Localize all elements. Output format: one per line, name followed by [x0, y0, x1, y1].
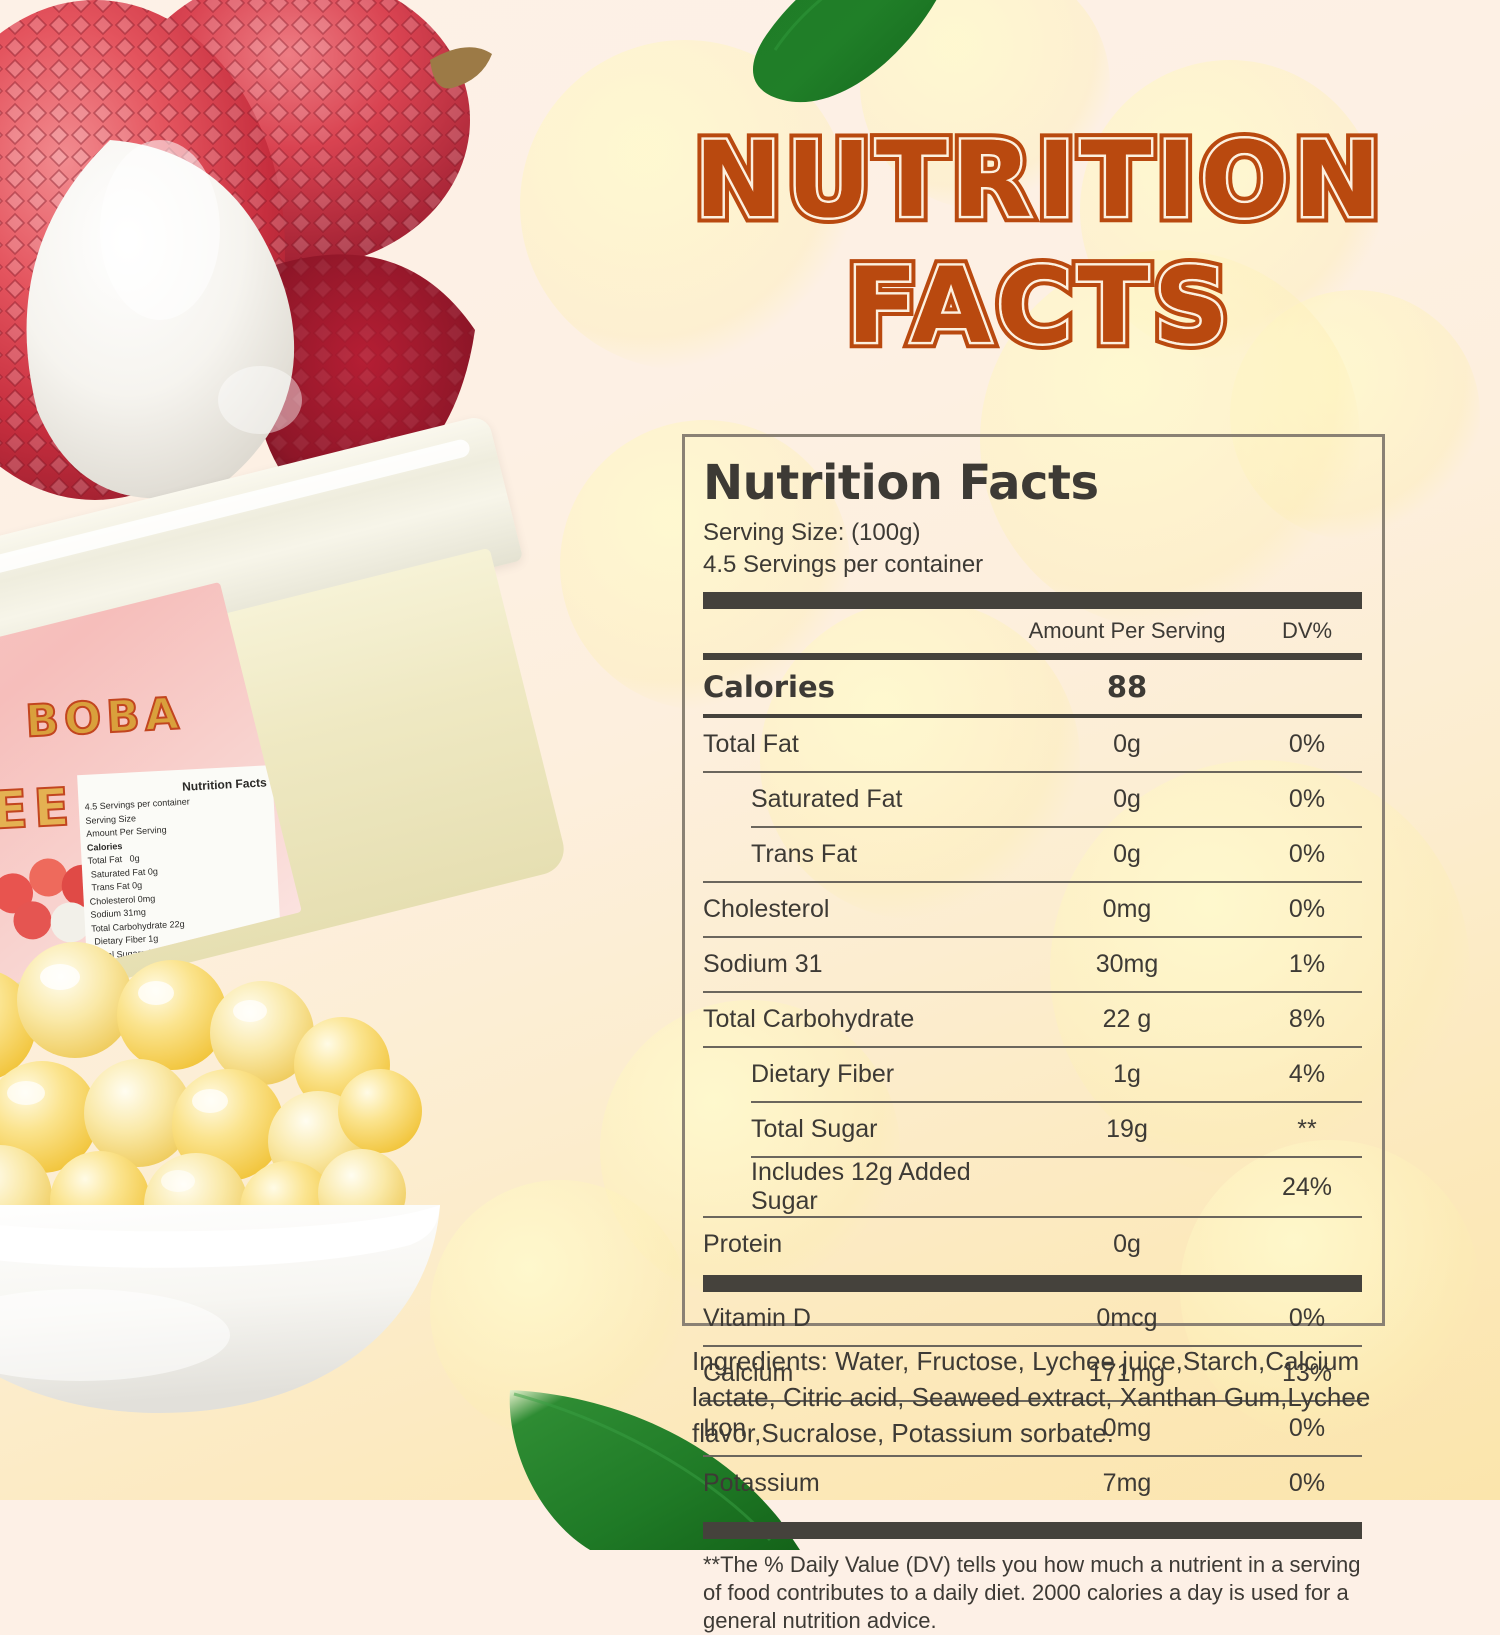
nutrient-row: Sodium 31 30mg 1% — [703, 938, 1362, 991]
row-divider — [703, 1345, 1362, 1348]
nutrient-daily-value: ** — [1297, 1115, 1317, 1144]
nutrient-row: Iron 0mg 0% — [703, 1402, 1362, 1455]
row-divider — [703, 1400, 1362, 1403]
servings-per-container-text: 4.5 Servings per container — [703, 550, 984, 578]
nutrient-row: Total Fat 0g 0% — [703, 718, 1362, 771]
nutrient-daily-value: 0% — [1288, 840, 1326, 869]
nutrient-row: Calcium 171mg 13% — [703, 1347, 1362, 1400]
row-divider — [703, 1216, 1362, 1219]
nutrient-daily-value: 0% — [1288, 1469, 1326, 1498]
nutrient-label: Saturated Fat — [751, 785, 903, 814]
nutrient-row: Potassium 7mg 0% — [703, 1457, 1362, 1510]
nutrient-amount: 19g — [1106, 1115, 1148, 1144]
page-title: NUTRITION NUTRITION FACTS FACTS — [660, 119, 1420, 376]
serving-size-text: Serving Size: (100g) — [703, 519, 921, 546]
divider-thick-bottom — [703, 1522, 1362, 1540]
nutrient-label: Trans Fat — [751, 840, 858, 869]
nutrient-daily-value: 0% — [1288, 785, 1326, 814]
nutrient-label: Calcium — [703, 1359, 794, 1388]
nutrient-amount: 22 g — [1102, 1005, 1152, 1034]
row-divider — [703, 881, 1362, 884]
nutrient-daily-value: 4% — [1288, 1060, 1326, 1089]
nutrient-amount: 171mg — [1088, 1359, 1166, 1388]
nutrient-amount: 0g — [1113, 840, 1141, 869]
nutrient-label: Calories — [703, 670, 835, 705]
nutrient-amount: 0mg — [1102, 895, 1152, 924]
divider-thick-top — [703, 592, 1362, 610]
nutrient-row: Vitamin D 0mcg 0% — [703, 1292, 1362, 1345]
row-divider — [703, 1455, 1362, 1458]
ingredients-text: Ingredients: Water, Fructose, Lychee jui… — [692, 1346, 1371, 1448]
column-header-dv: DV% — [1281, 618, 1333, 644]
nutrient-daily-value: 0% — [1288, 1414, 1326, 1443]
nutrient-row: Dietary Fiber 1g 4% — [703, 1048, 1362, 1101]
nutrient-label: Iron — [703, 1414, 747, 1443]
nutrient-daily-value: 0% — [1288, 1304, 1326, 1333]
nutrient-label: Protein — [703, 1230, 783, 1259]
nutrient-amount: 0mg — [1102, 1414, 1152, 1443]
nutrient-row: Protein 0g — [703, 1218, 1362, 1271]
nutrient-label: Dietary Fiber — [751, 1060, 895, 1089]
nutrient-row: Saturated Fat 0g 0% — [703, 773, 1362, 826]
nutrient-row: Includes 12g Added Sugar 24% — [703, 1158, 1362, 1216]
page-title-line2: FACTS — [844, 245, 1234, 367]
column-header-row: Amount Per Serving DV% — [703, 609, 1362, 653]
nutrient-daily-value: 24% — [1281, 1172, 1333, 1201]
nutrient-amount: 0mcg — [1096, 1304, 1158, 1333]
nutrient-label: Sodium 31 — [703, 950, 823, 979]
nutrient-row: Calories 88 — [703, 660, 1362, 714]
nutrient-label: Potassium — [703, 1469, 820, 1498]
nutrient-daily-value: 0% — [1288, 895, 1326, 924]
row-divider — [703, 936, 1362, 939]
nutrient-row: Trans Fat 0g 0% — [703, 828, 1362, 881]
nutrient-label: Includes 12g Added Sugar — [751, 1158, 971, 1216]
row-divider — [703, 1275, 1362, 1293]
nutrient-row: Cholesterol 0mg 0% — [703, 883, 1362, 936]
nutrient-amount: 0g — [1113, 1230, 1141, 1259]
page-title-line1: NUTRITION — [692, 119, 1386, 241]
divider-medium — [703, 653, 1362, 661]
row-divider — [751, 1156, 1362, 1159]
row-divider — [703, 714, 1362, 719]
daily-value-footnote: **The % Daily Value (DV) tells you how m… — [703, 1552, 1361, 1633]
column-header-amount: Amount Per Serving — [1028, 618, 1226, 644]
nutrition-facts-title: Nutrition Facts — [703, 455, 1099, 511]
nutrient-daily-value: 1% — [1288, 950, 1326, 979]
row-divider — [751, 826, 1362, 829]
nutrient-daily-value: 13% — [1281, 1359, 1333, 1388]
nutrient-amount: 0g — [1113, 730, 1141, 759]
row-divider — [703, 1046, 1362, 1049]
nutrient-amount: 30mg — [1095, 950, 1159, 979]
nutrient-amount: 0g — [1113, 785, 1141, 814]
nutrient-label: Vitamin D — [703, 1304, 811, 1333]
nutrient-row: Total Carbohydrate 22 g 8% — [703, 993, 1362, 1046]
nutrient-amount: 88 — [1106, 670, 1148, 705]
nutrient-label: Total Fat — [703, 730, 799, 759]
nutrient-row: Total Sugar 19g ** — [703, 1103, 1362, 1156]
nutrition-facts-panel: Nutrition Facts Serving Size: (100g) 4.5… — [682, 434, 1385, 1633]
nutrient-rows: Calories 88 Total Fat 0g 0% Saturated Fat 0g 0%… — [703, 660, 1362, 1510]
nutrient-label: Total Carbohydrate — [703, 1005, 915, 1034]
nutrient-amount: 7mg — [1102, 1469, 1152, 1498]
row-divider — [703, 991, 1362, 994]
nutrient-amount: 1g — [1113, 1060, 1141, 1089]
row-divider — [751, 1101, 1362, 1104]
nutrient-label: Total Sugar — [751, 1115, 878, 1144]
nutrient-daily-value: 0% — [1288, 730, 1326, 759]
nutrient-daily-value: 8% — [1288, 1005, 1326, 1034]
nutrient-label: Cholesterol — [703, 895, 830, 924]
row-divider — [703, 771, 1362, 774]
